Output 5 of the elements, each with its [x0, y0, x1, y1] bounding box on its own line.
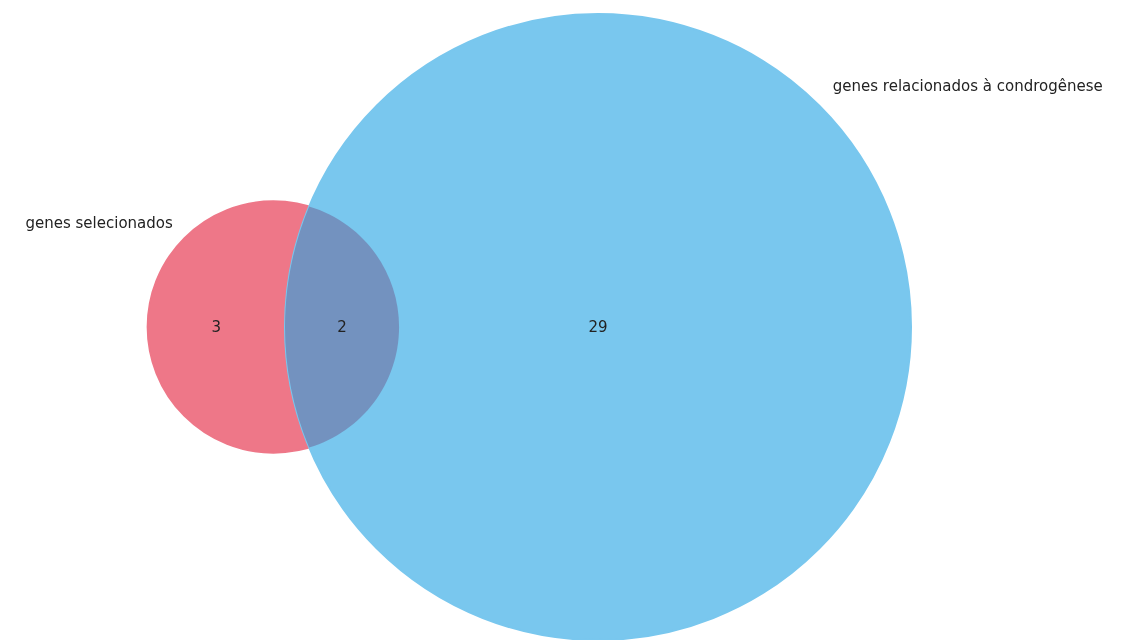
data-label: 29 — [588, 318, 608, 336]
text: genes relacionados à condrogênese — [832, 76, 1103, 95]
data-label: 3 — [211, 318, 222, 336]
data-label: 2 — [337, 318, 347, 336]
text: genes selecionados — [25, 213, 173, 232]
